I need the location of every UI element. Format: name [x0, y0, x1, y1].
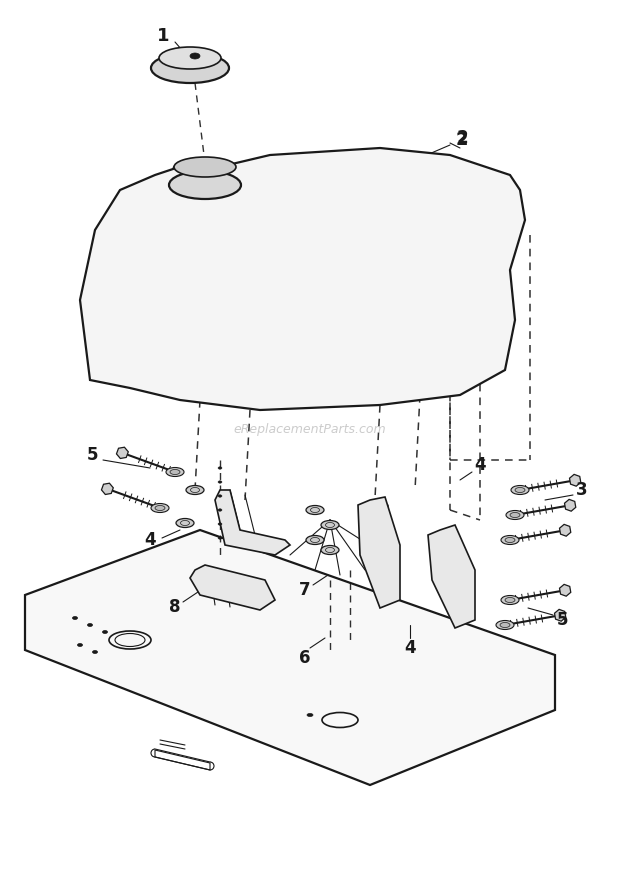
Ellipse shape: [166, 468, 184, 476]
Text: 4: 4: [474, 456, 486, 474]
Text: 2: 2: [456, 129, 468, 147]
Polygon shape: [559, 524, 571, 536]
Ellipse shape: [515, 488, 525, 493]
Ellipse shape: [92, 651, 97, 653]
Ellipse shape: [159, 47, 221, 69]
Text: 3: 3: [576, 481, 588, 499]
Polygon shape: [215, 490, 290, 555]
Ellipse shape: [186, 486, 204, 494]
Polygon shape: [25, 530, 555, 785]
Ellipse shape: [190, 53, 200, 59]
Polygon shape: [102, 483, 113, 494]
Polygon shape: [554, 609, 566, 621]
Text: 2: 2: [456, 131, 468, 149]
Ellipse shape: [218, 467, 222, 469]
Ellipse shape: [505, 598, 515, 602]
Polygon shape: [428, 525, 475, 628]
Ellipse shape: [501, 535, 519, 545]
Ellipse shape: [321, 521, 339, 529]
Text: 7: 7: [299, 581, 311, 599]
Text: eReplacementParts.com: eReplacementParts.com: [234, 423, 386, 436]
Ellipse shape: [505, 538, 515, 542]
Ellipse shape: [151, 53, 229, 83]
Ellipse shape: [511, 486, 529, 494]
Polygon shape: [117, 448, 128, 459]
Ellipse shape: [151, 503, 169, 513]
Text: 4: 4: [144, 531, 156, 549]
Ellipse shape: [218, 537, 222, 540]
Polygon shape: [570, 474, 581, 486]
Polygon shape: [559, 584, 571, 596]
Ellipse shape: [78, 644, 82, 647]
Ellipse shape: [496, 620, 514, 629]
Polygon shape: [358, 497, 400, 608]
Ellipse shape: [218, 523, 222, 525]
Ellipse shape: [510, 513, 520, 518]
Text: 4: 4: [404, 639, 416, 657]
Ellipse shape: [501, 595, 519, 605]
Text: 1: 1: [157, 27, 169, 45]
Ellipse shape: [102, 631, 107, 634]
Ellipse shape: [218, 508, 222, 511]
Ellipse shape: [218, 494, 222, 497]
Ellipse shape: [73, 616, 78, 620]
Text: 5: 5: [86, 446, 98, 464]
Ellipse shape: [506, 510, 524, 520]
Polygon shape: [565, 500, 576, 511]
Ellipse shape: [174, 157, 236, 177]
Ellipse shape: [176, 519, 194, 527]
Ellipse shape: [169, 171, 241, 199]
Ellipse shape: [307, 713, 313, 717]
Ellipse shape: [155, 506, 165, 510]
Ellipse shape: [500, 622, 510, 627]
Text: 5: 5: [556, 611, 568, 629]
Ellipse shape: [87, 623, 92, 627]
Text: 8: 8: [169, 598, 181, 616]
Ellipse shape: [218, 481, 222, 483]
Ellipse shape: [306, 535, 324, 545]
Polygon shape: [190, 565, 275, 610]
Ellipse shape: [321, 546, 339, 554]
Ellipse shape: [306, 506, 324, 514]
Polygon shape: [80, 148, 525, 410]
Ellipse shape: [170, 469, 180, 474]
Text: 6: 6: [299, 649, 311, 667]
